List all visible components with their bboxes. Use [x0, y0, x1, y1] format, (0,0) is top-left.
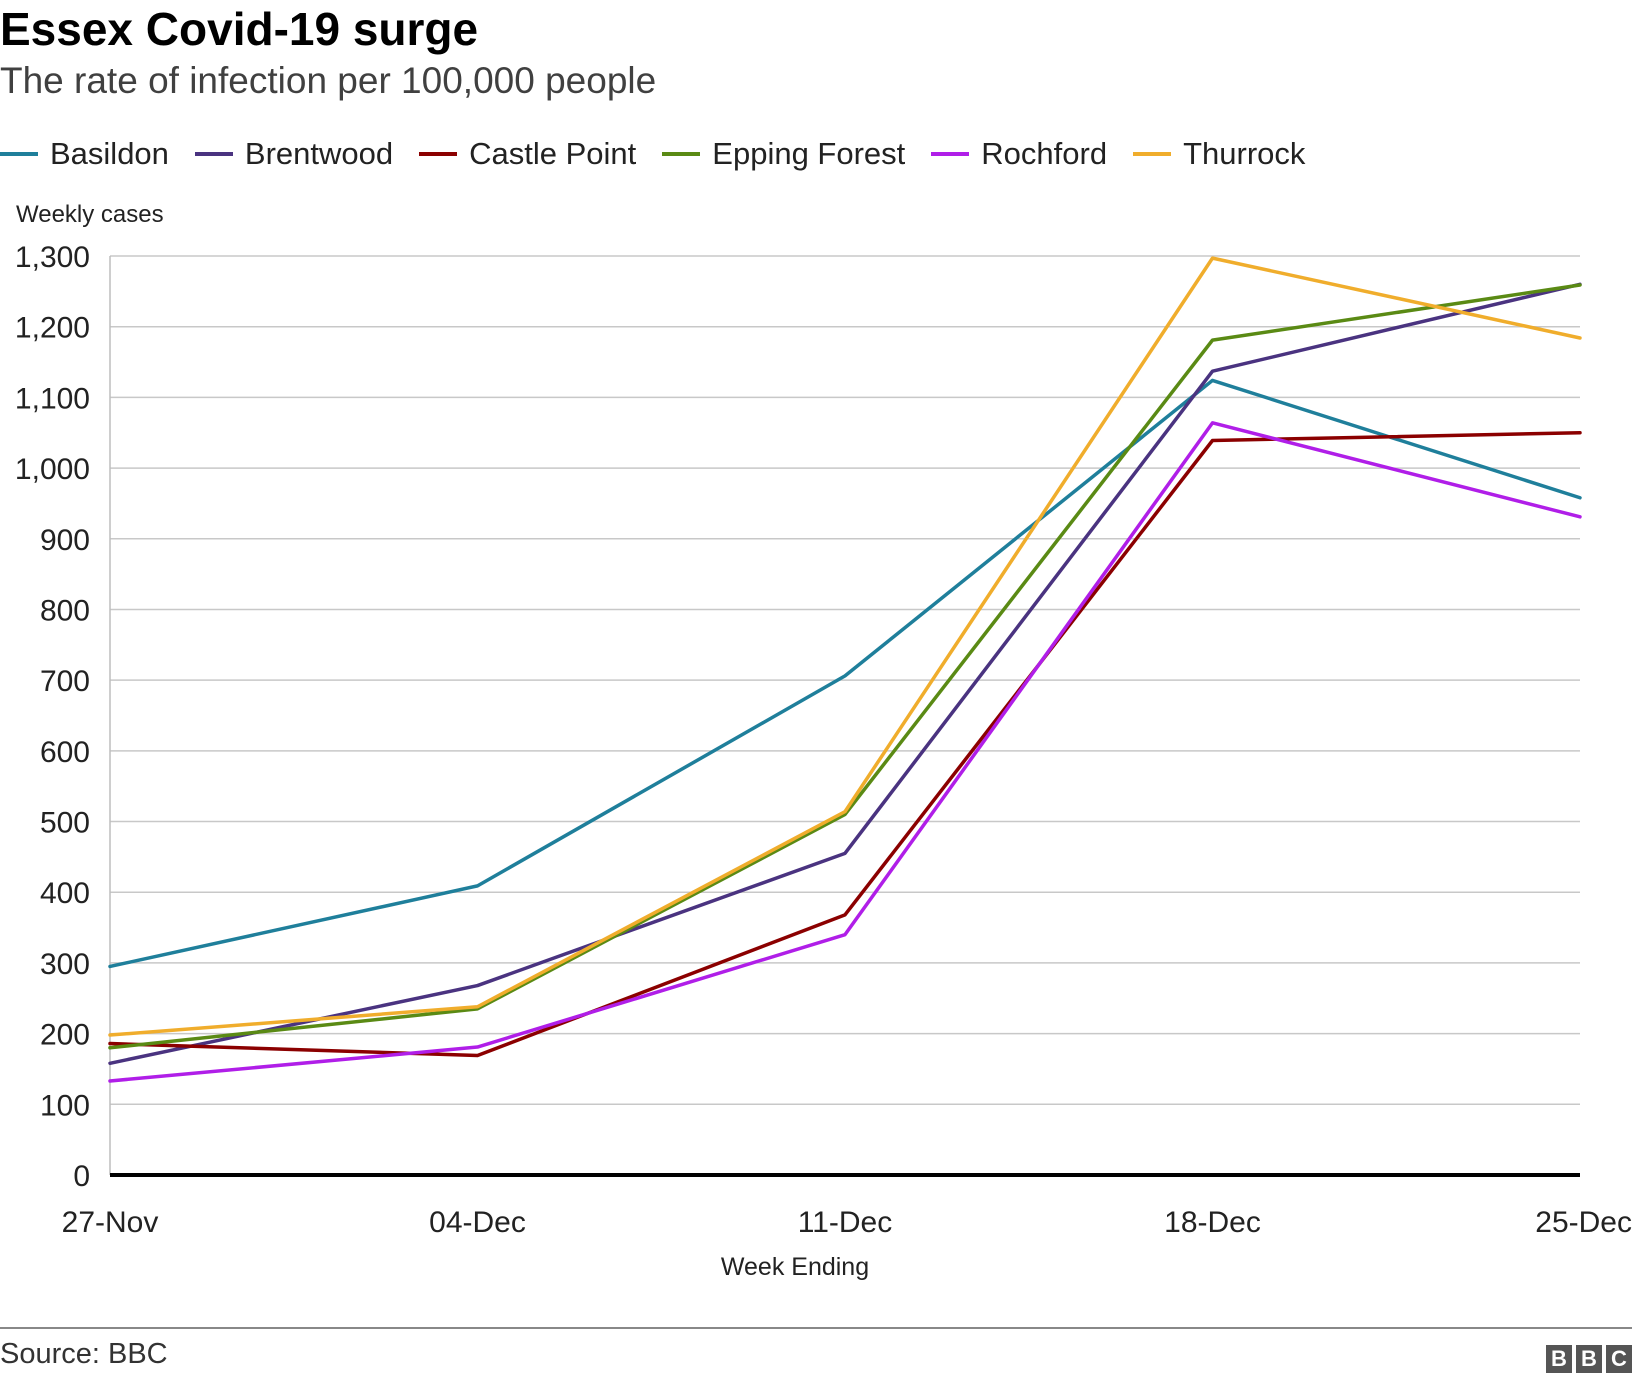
y-tick-label: 1,000 [15, 453, 90, 486]
legend-item: Basildon [0, 136, 169, 172]
x-tick-label: 25-Dec [1535, 1206, 1632, 1239]
legend-swatch [662, 152, 701, 156]
legend-label: Epping Forest [712, 136, 906, 171]
x-tick-label: 27-Nov [62, 1206, 159, 1239]
legend-label: Basildon [50, 136, 169, 171]
legend-label: Castle Point [469, 136, 637, 171]
y-tick-label: 800 [40, 594, 90, 627]
legend-item: Rochford [931, 136, 1107, 172]
bbc-logo-letter: C [1606, 1345, 1632, 1373]
line-chart: 0 100 200 300 400 500 600 700 800 900 1,000 1,100 1,… [15, 201, 1632, 1281]
legend-item: Epping Forest [662, 136, 905, 172]
bbc-logo: B B C [1542, 1345, 1632, 1373]
legend-swatch [194, 152, 233, 156]
footer-divider [0, 1327, 1632, 1329]
y-tick-label: 100 [40, 1089, 90, 1122]
legend-item: Brentwood [194, 136, 394, 172]
series-line [108, 378, 1582, 969]
y-tick-label: 400 [40, 877, 90, 910]
series-line [108, 430, 1582, 1058]
y-axis-label: Weekly cases [16, 201, 164, 228]
y-tick-label: 1,200 [15, 312, 90, 345]
x-tick-label: 04-Dec [429, 1206, 526, 1239]
series-line [108, 421, 1582, 1083]
y-tick-label: 600 [40, 736, 90, 769]
series-line [108, 283, 1582, 1050]
y-tick-label: 300 [40, 948, 90, 981]
legend-label: Thurrock [1183, 136, 1306, 171]
y-tick-label: 1,300 [15, 241, 90, 274]
legend-swatch [419, 152, 458, 156]
series-line [108, 256, 1582, 1037]
source-note: Source: BBC [0, 1338, 168, 1370]
bbc-logo-letter: B [1546, 1345, 1572, 1373]
series-line [108, 282, 1582, 1066]
x-tick-label: 11-Dec [798, 1206, 892, 1239]
y-tick-label: 700 [40, 665, 90, 698]
chart-title: Essex Covid-19 surge [0, 3, 479, 55]
legend-label: Brentwood [244, 136, 394, 171]
legend-swatch [0, 152, 38, 156]
legend-swatch [931, 152, 970, 156]
y-tick-label: 900 [40, 524, 90, 557]
bbc-logo-letter: B [1576, 1345, 1602, 1373]
y-tick-label: 1,100 [15, 382, 90, 415]
chart-legend: Basildon Brentwood Castle Point Epping Fore… [0, 134, 1331, 174]
y-tick-label: 200 [40, 1019, 90, 1052]
y-tick-label: 500 [40, 807, 90, 840]
legend-label: Rochford [981, 136, 1108, 171]
legend-item: Thurrock [1133, 136, 1305, 172]
legend-item: Castle Point [419, 136, 636, 172]
x-tick-label: 18-Dec [1164, 1206, 1261, 1239]
x-axis-label: Week Ending [721, 1253, 869, 1281]
y-tick-label: 0 [73, 1160, 90, 1193]
chart-subtitle: The rate of infection per 100,000 people [0, 60, 657, 101]
legend-swatch [1133, 152, 1172, 156]
